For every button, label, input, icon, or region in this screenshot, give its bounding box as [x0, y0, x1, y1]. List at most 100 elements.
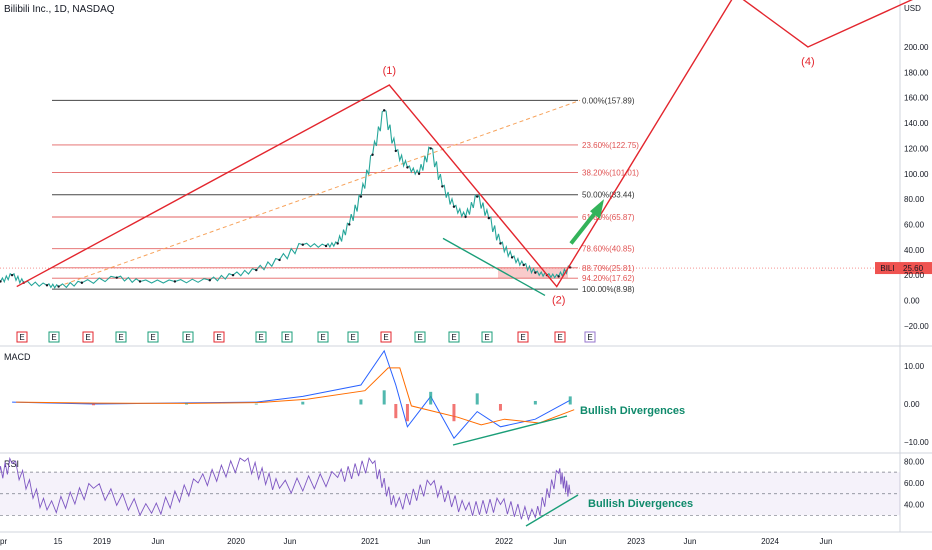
earnings-marker-label: E: [520, 333, 525, 342]
earnings-marker-label: E: [350, 333, 355, 342]
earnings-marker[interactable]: [448, 331, 460, 343]
price-axis-tick: 140.00: [904, 119, 929, 128]
earnings-marker-label: E: [150, 333, 155, 342]
earnings-marker-upcoming[interactable]: [584, 331, 596, 343]
price-point: [173, 280, 177, 283]
fib-level-label: 61.80%(65.87): [582, 213, 635, 222]
price-axis-tick: 80.00: [904, 195, 925, 204]
earnings-marker[interactable]: [554, 331, 566, 343]
price-point: [441, 185, 444, 188]
price-point: [371, 153, 374, 156]
price-axis-tick: 100.00: [904, 170, 929, 179]
rsi-axis-tick: 80.00: [904, 457, 925, 466]
price-tag-ticker-box: [875, 262, 900, 275]
macd-axis-tick: 10.00: [904, 362, 925, 371]
price-point: [0, 280, 2, 283]
rsi-axis-tick: 60.00: [904, 479, 925, 488]
fib-level-label: 94.20%(17.62): [582, 274, 635, 283]
price-point: [10, 273, 14, 277]
macd-axis-tick: 0.00: [904, 400, 920, 409]
time-axis-tick: Jun: [152, 537, 165, 546]
price-point: [45, 284, 49, 287]
earnings-marker[interactable]: [281, 331, 293, 343]
macd-histogram-bar: [394, 404, 398, 419]
price-axis-tick: 0.00: [904, 297, 920, 306]
dashed-trend-line: [57, 99, 581, 288]
fib-level-label: 88.70%(25.81): [582, 264, 635, 273]
earnings-marker[interactable]: [317, 331, 329, 343]
macd-histogram-bar: [185, 403, 189, 405]
macd-divergence-line: [452, 415, 568, 446]
macd-histogram-bar: [429, 391, 433, 405]
earnings-marker[interactable]: [481, 331, 493, 343]
rsi-axis-tick: 40.00: [904, 501, 925, 510]
price-point: [336, 242, 339, 245]
price-axis-tick: 60.00: [904, 220, 925, 229]
earnings-marker[interactable]: [213, 331, 225, 343]
earnings-marker[interactable]: [182, 331, 194, 343]
earnings-marker[interactable]: [347, 331, 359, 343]
earnings-marker[interactable]: [380, 331, 392, 343]
earnings-marker-label: E: [258, 333, 263, 342]
earnings-marker[interactable]: [16, 331, 28, 343]
earnings-marker-label: E: [118, 333, 123, 342]
time-axis-tick: 2023: [627, 537, 645, 546]
earnings-marker-label: E: [417, 333, 422, 342]
macd-pane-title: MACD: [4, 352, 31, 362]
time-axis-tick: Jun: [820, 537, 833, 546]
time-axis-tick: 2020: [227, 537, 245, 546]
macd-line: [12, 349, 571, 440]
macd-histogram-bar: [359, 399, 363, 405]
time-axis-tick: 2021: [361, 537, 379, 546]
price-point: [80, 281, 84, 284]
earnings-marker[interactable]: [517, 331, 529, 343]
price-point: [255, 268, 258, 272]
earnings-marker-label: E: [557, 333, 562, 342]
earnings-marker[interactable]: [48, 331, 60, 343]
price-point: [231, 273, 235, 277]
rsi-divergence-line: [525, 494, 579, 527]
earnings-marker[interactable]: [115, 331, 127, 343]
green-arrow-shaft: [569, 208, 600, 245]
time-axis-tick: Jun: [684, 537, 697, 546]
price-point: [429, 147, 432, 150]
macd-histogram-bar: [568, 396, 572, 405]
earnings-marker[interactable]: [255, 331, 267, 343]
earnings-marker-label: E: [484, 333, 489, 342]
price-point: [394, 149, 398, 153]
wave-label-2: (2): [552, 295, 565, 307]
price-point: [115, 276, 118, 279]
earnings-marker-label: E: [284, 333, 289, 342]
price-point: [57, 285, 60, 288]
earnings-marker[interactable]: [414, 331, 426, 343]
fib-level-label: 38.20%(101.01): [582, 168, 639, 177]
macd-histogram-bar: [301, 401, 305, 405]
price-point: [499, 242, 502, 245]
green-arrow-head: [590, 199, 604, 219]
price-divergence-line: [442, 237, 546, 297]
macd-histogram-bar: [405, 404, 409, 422]
time-axis-tick: 2024: [761, 537, 779, 546]
price-axis-tick: 200.00: [904, 43, 929, 52]
price-point: [348, 223, 351, 226]
price-point: [208, 279, 211, 282]
price-tag-ticker: BILI: [880, 264, 894, 273]
price-axis-tick: 120.00: [904, 144, 929, 153]
fib-level-label: 78.60%(40.85): [582, 245, 635, 254]
price-point: [382, 109, 386, 112]
earnings-marker[interactable]: [82, 331, 94, 343]
price-point: [359, 195, 363, 198]
time-axis-tick: pr: [0, 537, 7, 546]
macd-histogram-bar: [382, 390, 386, 405]
price-point: [324, 244, 328, 248]
earnings-marker-upcoming-label: E: [587, 333, 592, 342]
time-axis-tick: 2022: [495, 537, 513, 546]
elliott-wave-path: [16, 0, 913, 288]
rsi-pane-title: RSI: [4, 459, 20, 469]
price-axis-tick: 180.00: [904, 68, 929, 77]
rsi-divergence-annotation: Bullish Divergences: [588, 498, 693, 510]
price-point: [510, 256, 514, 259]
earnings-marker[interactable]: [147, 331, 159, 343]
earnings-marker-label: E: [451, 333, 456, 342]
